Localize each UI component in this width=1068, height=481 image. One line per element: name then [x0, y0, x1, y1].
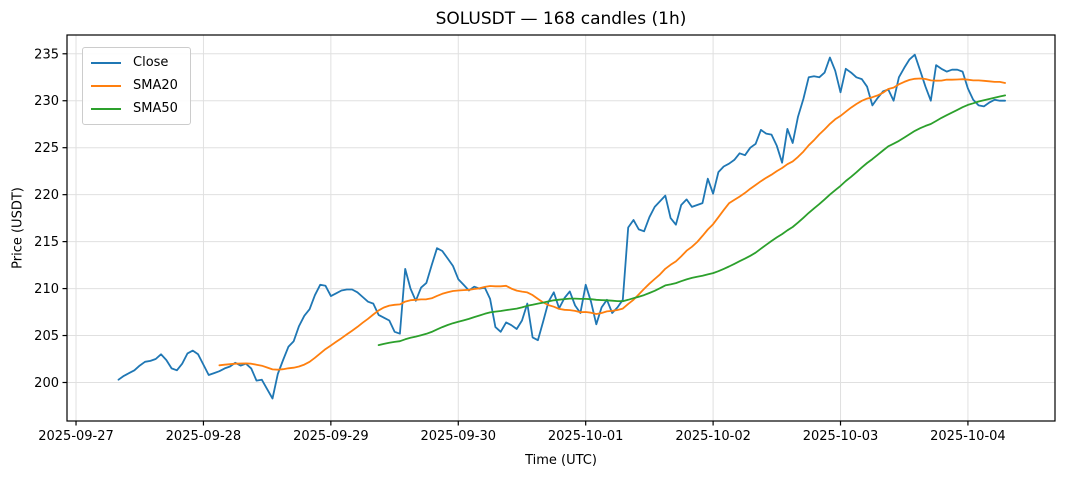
close-line: [117, 53, 1006, 400]
legend-label-sma50: SMA50: [133, 101, 178, 116]
sma20-line: [218, 77, 1006, 371]
y-tick-label: 235: [34, 47, 59, 62]
sma20-line-swatch-icon: [91, 85, 121, 87]
y-tick-label: 225: [34, 141, 59, 156]
x-tick-label: 2025-09-30: [420, 429, 496, 444]
x-tick-label: 2025-09-29: [293, 429, 369, 444]
legend-item-close: Close: [91, 55, 178, 71]
x-tick-label: 2025-10-02: [675, 429, 751, 444]
y-tick-label: 205: [34, 329, 59, 344]
sma50-line-swatch-icon: [91, 108, 121, 110]
plot-frame: [66, 34, 1056, 422]
y-tick-label: 220: [34, 188, 59, 203]
x-tick-label: 2025-10-03: [803, 429, 879, 444]
y-tick-label: 230: [34, 94, 59, 109]
legend-item-sma50: SMA50: [91, 101, 178, 117]
y-axis-label: Price (USDT): [10, 187, 26, 269]
x-tick-label: 2025-10-04: [930, 429, 1006, 444]
x-tick-label: 2025-10-01: [548, 429, 624, 444]
y-tick-label: 200: [34, 376, 59, 391]
sma50-line: [377, 94, 1006, 346]
x-tick-label: 2025-09-28: [166, 429, 242, 444]
y-tick-label: 210: [34, 282, 59, 297]
x-tick-label: 2025-09-27: [38, 429, 114, 444]
close-line-swatch-icon: [91, 62, 121, 64]
legend-label-sma20: SMA20: [133, 78, 178, 93]
chart-title: SOLUSDT — 168 candles (1h): [435, 9, 687, 29]
y-tick-label: 215: [34, 235, 59, 250]
legend: Close SMA20 SMA50: [82, 47, 191, 125]
legend-label-close: Close: [133, 55, 169, 70]
legend-item-sma20: SMA20: [91, 78, 178, 94]
x-axis-label: Time (UTC): [525, 453, 597, 468]
